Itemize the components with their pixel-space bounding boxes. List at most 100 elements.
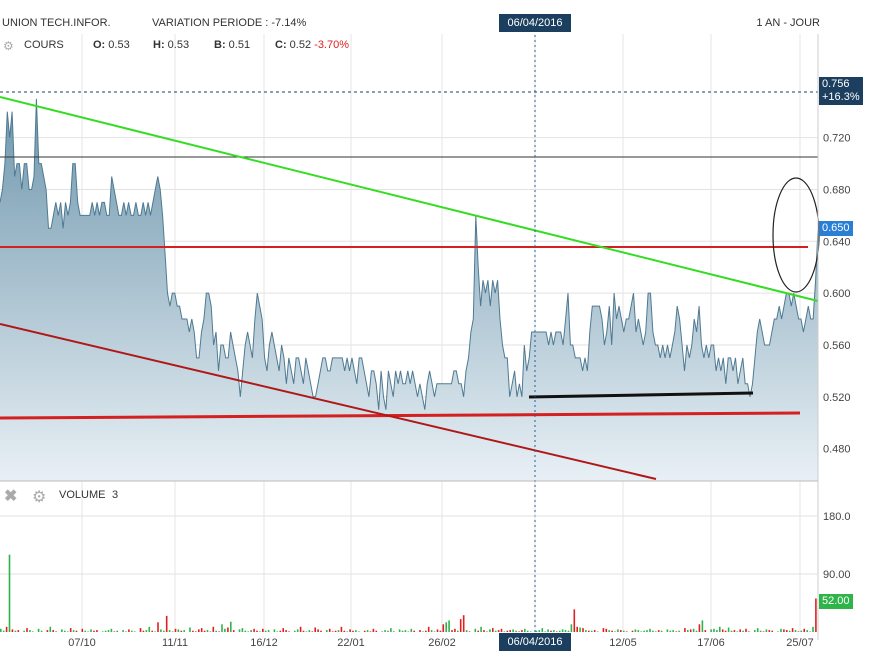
- volume-bar: [727, 627, 730, 632]
- volume-bar: [756, 628, 759, 632]
- volume-bar: [803, 628, 805, 632]
- volume-bar: [454, 628, 456, 632]
- support-line-black: [528, 391, 754, 399]
- volume-bar: [224, 628, 226, 632]
- volume-bar: [262, 628, 264, 632]
- volume-bar: [422, 631, 424, 632]
- volume-bar: [710, 629, 712, 632]
- cursor-date-label-bottom: 06/04/2016: [499, 633, 571, 651]
- volume-bar: [451, 630, 453, 632]
- volume-bar: [404, 630, 407, 632]
- x-tick-label: 07/10: [68, 637, 96, 649]
- price-tick-label: 0.560: [823, 340, 851, 352]
- volume-bar: [500, 628, 503, 632]
- volume-bar: [180, 630, 183, 632]
- downtrend-line-green: [0, 96, 819, 302]
- volume-bar: [40, 630, 43, 632]
- volume-bar: [125, 631, 127, 632]
- volume-bar: [154, 631, 156, 632]
- volume-bar: [535, 630, 538, 632]
- volume-bar: [736, 631, 739, 632]
- high-label: H:: [153, 39, 165, 51]
- volume-bar: [588, 630, 590, 632]
- volume-bar: [721, 629, 724, 632]
- volume-bar: [151, 630, 153, 632]
- volume-bar: [541, 628, 544, 632]
- volume-bar: [806, 630, 808, 632]
- open-label: O:: [93, 39, 106, 51]
- volume-bar: [168, 630, 171, 632]
- price-tick-label: 0.520: [823, 392, 851, 404]
- volume-bar: [267, 630, 270, 632]
- volume-bar: [221, 624, 223, 632]
- volume-bar: [442, 624, 445, 632]
- volume-bar: [250, 630, 252, 632]
- volume-bar: [232, 630, 235, 632]
- volume-bar: [299, 626, 302, 632]
- volume-bar: [576, 626, 578, 632]
- volume-bar: [32, 631, 34, 632]
- price-axis: 0.480 0.520 0.560 0.600 0.640 0.680 0.720: [823, 133, 851, 456]
- volume-bar: [524, 628, 526, 632]
- x-axis: 07/10 11/11 16/12 22/01 26/02 12/05 17/06 25/07: [68, 637, 814, 649]
- volume-bar: [695, 630, 698, 632]
- period-variation: VARIATION PERIODE : -7.14%: [152, 17, 307, 29]
- volume-bar: [5, 626, 8, 632]
- gear-icon[interactable]: ⚙: [3, 39, 14, 53]
- volume-bar: [640, 631, 642, 632]
- price-tick-label: 0.680: [823, 184, 851, 196]
- volume-bar: [754, 630, 756, 632]
- volume-bar: [800, 630, 803, 632]
- volume-bar: [107, 630, 110, 632]
- volume-bar: [145, 630, 148, 632]
- volume-bar: [474, 628, 477, 632]
- volume-bar: [195, 631, 197, 632]
- volume-bar: [11, 629, 14, 632]
- volume-bar: [69, 628, 72, 632]
- volume-bar: [538, 630, 541, 632]
- volume-bar: [550, 630, 552, 632]
- volume-bar: [783, 629, 785, 632]
- price-tick-label: 0.480: [823, 444, 851, 456]
- price-tick-label: 0.640: [823, 236, 851, 248]
- ticker-name: UNION TECH.INFOR.: [2, 17, 111, 29]
- volume-bar: [49, 626, 52, 632]
- high-price-badge: 0.756 +16.3%: [819, 77, 863, 105]
- volume-bar: [84, 630, 86, 632]
- volume-bar: [381, 631, 383, 632]
- x-tick-label: 12/05: [609, 637, 637, 649]
- volume-bar: [314, 627, 316, 632]
- x-tick-label: 25/07: [786, 637, 814, 649]
- volume-bar: [157, 622, 159, 632]
- volume-bar: [200, 628, 203, 632]
- volume-bar: [23, 630, 25, 632]
- volume-bar: [439, 630, 442, 632]
- volume-bar: [768, 630, 771, 632]
- volume-bar: [212, 626, 215, 632]
- gear-icon[interactable]: ⚙: [32, 489, 47, 506]
- volume-bar: [582, 628, 584, 632]
- volume-bar: [675, 631, 677, 632]
- volume-bar: [596, 631, 599, 632]
- volume-bar: [483, 630, 485, 632]
- volume-bar: [183, 630, 185, 632]
- volume-bar: [133, 631, 136, 632]
- volume-bar: [198, 629, 200, 632]
- volume-bar: [489, 629, 491, 632]
- volume-bar: [529, 631, 532, 632]
- volume-bar: [620, 630, 622, 632]
- volume-bar: [655, 631, 657, 632]
- close-icon[interactable]: ✖: [4, 488, 18, 505]
- volume-bar: [375, 630, 378, 632]
- volume-bar: [777, 631, 779, 632]
- volume-bar: [719, 626, 721, 632]
- volume-bar: [512, 629, 514, 632]
- volume-bar: [759, 630, 762, 632]
- period-selector[interactable]: 1 AN - JOUR: [756, 17, 820, 29]
- volume-bar: [794, 630, 797, 632]
- volume-bar: [14, 630, 17, 632]
- volume-bar: [93, 630, 95, 632]
- volume-bar: [294, 630, 296, 632]
- volume-bar: [506, 630, 509, 632]
